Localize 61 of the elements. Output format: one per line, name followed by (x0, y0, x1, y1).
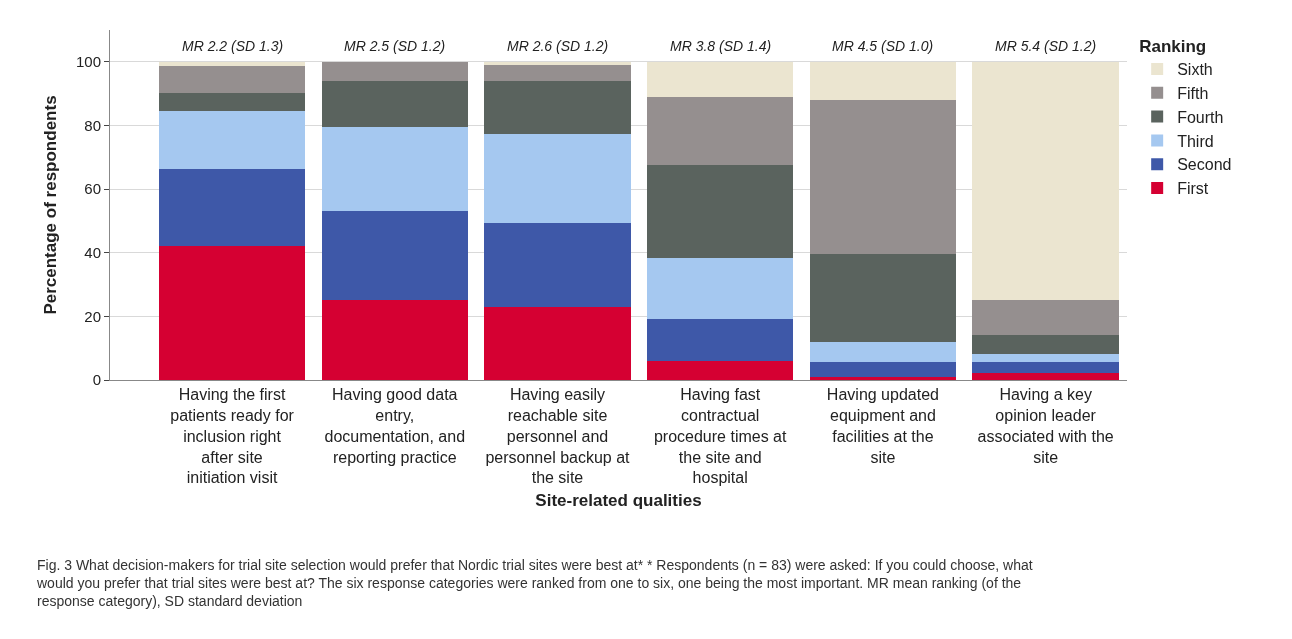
bar (809, 253, 957, 342)
x-tick-label: Having easily reachable site personnel and personnel backup at the site (485, 386, 631, 487)
bar (646, 318, 794, 362)
annotation: MR 2.5 (SD 1.2) (344, 38, 446, 54)
x-tick-label: Having a key opinion leader associated with the site (977, 386, 1114, 466)
legend-label: Third (1177, 132, 1214, 150)
bar (321, 80, 468, 128)
bar (972, 334, 1119, 354)
bar (321, 211, 468, 300)
annotation: MR 5.4 (SD 1.2) (995, 38, 1097, 54)
bar (972, 361, 1119, 373)
bar (321, 127, 468, 212)
legend-label: First (1177, 180, 1209, 198)
x-tick-label: Having the first patients ready for inclusion right after site initiation visit (170, 386, 295, 487)
caption: Fig. 3 What decision-makers for trial site selection would prefer that Nordic trial sites were best at* * Respondents (n = 83) were asked: If you could choose, what would you prefer that trial sites were best at? The six response categories were ranked from one to six, one being the most important. MR mean ranking (of the response category), SD standard deviation (36, 557, 1033, 610)
bar (646, 257, 794, 319)
bar (158, 111, 306, 170)
bar (646, 361, 794, 380)
bar (484, 134, 631, 224)
bar (158, 65, 306, 93)
bar (809, 341, 957, 362)
bar (646, 61, 794, 97)
y-tick-label: 100 (75, 53, 101, 71)
bar (484, 80, 631, 135)
y-tick-label: 40 (84, 243, 101, 261)
bar (809, 61, 957, 100)
x-tick-label: Having fast contractual procedure times at the site and hospital (653, 386, 787, 487)
annotation: MR 3.8 (SD 1.4) (670, 38, 772, 54)
bar (158, 246, 306, 380)
legend-label: Second (1177, 156, 1232, 174)
bar (809, 361, 957, 377)
y-tick-label: 60 (84, 180, 101, 198)
bar (158, 93, 306, 112)
bar (158, 61, 306, 66)
annotation: MR 4.5 (SD 1.0) (832, 38, 934, 54)
bar (809, 100, 957, 254)
bar (972, 372, 1119, 380)
bar (484, 307, 631, 380)
legend-label: Fourth (1177, 108, 1224, 126)
y-axis-title: Percentage of respondents (40, 95, 60, 315)
bar (646, 96, 794, 166)
legend-label: Sixth (1177, 61, 1213, 79)
bar (484, 223, 631, 308)
y-tick-label: 0 (92, 371, 101, 389)
annotation: MR 2.2 (SD 1.3) (182, 38, 284, 54)
y-tick-label: 80 (84, 116, 101, 134)
y-tick-label: 20 (84, 307, 101, 325)
x-tick-label: Having good data entry, documentation, and reporting practice (324, 386, 466, 466)
legend-title: Ranking (1139, 37, 1207, 57)
bar (321, 61, 468, 81)
bar (484, 65, 631, 81)
bar (972, 61, 1119, 300)
bar (321, 299, 468, 380)
bar (158, 169, 306, 247)
x-axis-title: Site-related qualities (535, 490, 702, 510)
bar (972, 299, 1119, 335)
bar (972, 353, 1119, 362)
legend-label: Fifth (1177, 85, 1209, 103)
bar (646, 165, 794, 258)
x-tick-label: Having updated equipment and facilities at the site (826, 386, 939, 466)
annotation: MR 2.6 (SD 1.2) (507, 38, 609, 54)
